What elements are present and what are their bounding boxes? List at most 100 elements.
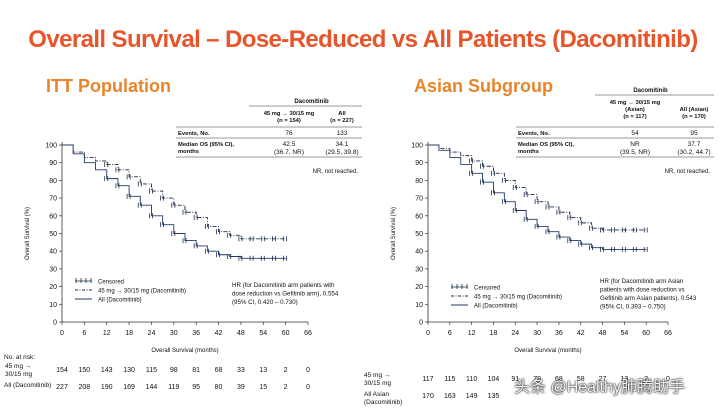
asian-x-tick-label: 24 — [511, 330, 519, 337]
itt-y-tick-label: 20 — [49, 284, 57, 291]
asian-subtitle: Asian Subgroup — [414, 76, 553, 96]
asian-table-row2-label: Median OS (95% CI), — [518, 142, 574, 148]
asian-y-tick-label: 90 — [415, 160, 423, 167]
itt-risk-row2-value: 2 — [284, 384, 288, 391]
itt-hr-line: (95% CI, 0.420 – 0.730) — [232, 299, 298, 306]
itt-table-header: Dacomitinib — [294, 99, 329, 105]
asian-table-row2-col2: 37.7 — [688, 141, 701, 148]
asian-hr-line: HR (for Dacomitinib arm Asian — [600, 278, 684, 285]
itt-risk-row1-value: 154 — [56, 367, 68, 374]
asian-risk-row1-value: 0 — [666, 376, 670, 383]
itt-risk-row2-value: 144 — [146, 384, 158, 391]
itt-table-footnote: NR, not reached. — [313, 169, 359, 175]
asian-y-tick-label: 30 — [415, 266, 423, 273]
itt-y-tick-label: 0 — [53, 320, 57, 327]
itt-y-axis-label: Overall Survival (%) — [25, 207, 31, 260]
asian-risk-row1-value: 110 — [466, 376, 477, 383]
itt-table-col1-head: (n = 154) — [277, 118, 301, 124]
itt-table-row2-label: Median OS (95% CI), — [178, 142, 234, 148]
itt-risk-row1-value: 81 — [192, 367, 200, 374]
itt-table-row2-label: months — [178, 149, 199, 155]
asian-table-col2-head: All (Asian) — [680, 107, 709, 113]
asian-y-tick-label: 40 — [415, 249, 423, 256]
itt-y-tick-label: 50 — [49, 231, 57, 238]
itt-table-col2-head: (n = 227) — [330, 118, 354, 124]
asian-x-tick-label: 48 — [599, 330, 607, 337]
asian-hr-line: (95% CI, 0.393 – 0.750) — [600, 304, 666, 311]
asian-risk-row1-value: 27 — [599, 376, 607, 383]
itt-x-tick-label: 42 — [215, 330, 223, 337]
asian-legend-all: All (Dacomitinib) — [474, 304, 518, 310]
asian-x-tick-label: 30 — [533, 330, 541, 337]
asian-y-tick-label: 20 — [415, 284, 423, 291]
itt-risk-header: No. at risk: — [4, 354, 35, 361]
asian-risk-row1-value: 58 — [577, 376, 585, 383]
itt-risk-row2-value: 15 — [259, 384, 267, 391]
itt-y-tick-label: 60 — [49, 213, 57, 220]
asian-risk-row1-value: 79 — [533, 376, 541, 383]
asian-hr-line: Gefitinib arm Asian patients), 0.543 — [600, 295, 697, 302]
itt-y-tick-label: 30 — [49, 266, 57, 273]
asian-x-tick-label: 36 — [555, 330, 563, 337]
itt-risk-row1-value: 130 — [123, 367, 135, 374]
asian-all-curve — [428, 144, 647, 250]
itt-table-row2-col2-ci: (29.5, 39.8) — [325, 149, 358, 156]
asian-table-row1-col1: 54 — [631, 130, 639, 137]
itt-x-tick-label: 48 — [237, 330, 245, 337]
itt-y-tick-label: 90 — [49, 160, 57, 167]
itt-risk-row1-value: 98 — [170, 367, 178, 374]
itt-table-row1-label: Events, No. — [178, 131, 210, 137]
itt-x-tick-label: 66 — [304, 330, 312, 337]
asian-table-row1-label: Events, No. — [518, 131, 550, 137]
itt-legend-censored: Censored — [98, 280, 124, 286]
itt-risk-row2-label: All (Dacomitinib) — [4, 382, 51, 389]
itt-table-col2-head: All — [338, 111, 346, 117]
asian-table-row2-col1: NR — [630, 141, 640, 148]
asian-y-tick-label: 10 — [415, 302, 423, 309]
itt-risk-row1-value: 2 — [284, 367, 288, 374]
itt-x-tick-label: 36 — [192, 330, 200, 337]
itt-x-tick-label: 6 — [82, 330, 86, 337]
itt-x-tick-label: 54 — [259, 330, 267, 337]
asian-y-axis-label: Overall Survival (%) — [391, 207, 397, 260]
itt-y-tick-label: 70 — [49, 196, 57, 203]
itt-risk-row1-label: 30/15 mg — [5, 371, 32, 378]
asian-table-col1-head: (Asian) — [625, 107, 645, 113]
itt-x-tick-label: 0 — [60, 330, 64, 337]
asian-risk-row2-value: 163 — [444, 393, 456, 400]
asian-risk-row1-label: 45 mg → — [364, 372, 390, 379]
page-title: Overall Survival – Dose-Reduced vs All P… — [28, 26, 698, 53]
asian-risk-row1-value: 115 — [444, 376, 455, 383]
asian-table-col1-head: 45 mg → 30/15 mg — [610, 100, 661, 106]
asian-table-header: Dacomitinib — [633, 88, 668, 94]
itt-x-tick-label: 30 — [170, 330, 178, 337]
itt-risk-row1-value: 143 — [101, 367, 113, 374]
itt-table-row2-col1: 42.5 — [283, 141, 296, 148]
asian-y-tick-label: 70 — [415, 196, 423, 203]
itt-risk-row1-value: 0 — [306, 367, 310, 374]
itt-risk-row2-value: 0 — [306, 384, 310, 391]
itt-risk-row1-value: 115 — [146, 367, 157, 374]
itt-dose-reduced-curve — [62, 144, 286, 240]
asian-risk-row1-label: 30/15 mg — [364, 380, 391, 387]
asian-x-tick-label: 6 — [448, 330, 452, 337]
asian-risk-row1-value: 13 — [620, 376, 628, 383]
asian-y-tick-label: 100 — [411, 143, 423, 150]
itt-hr-line: dose reduction vs Gefitinib arm), 0.554 — [232, 291, 339, 298]
asian-x-tick-label: 12 — [468, 330, 476, 337]
asian-risk-row2-label: (Dacomitinib) — [364, 399, 402, 406]
itt-risk-row1-value: 150 — [79, 367, 91, 374]
asian-x-tick-label: 60 — [642, 330, 650, 337]
itt-risk-row2-value: 169 — [123, 384, 135, 391]
itt-risk-row1-value: 33 — [237, 367, 245, 374]
asian-x-tick-label: 0 — [426, 330, 430, 337]
asian-risk-row2-value: 149 — [466, 393, 478, 400]
asian-x-tick-label: 54 — [620, 330, 628, 337]
asian-table-row2-col2-ci: (30.2, 44.7) — [677, 149, 710, 156]
asian-x-tick-label: 66 — [664, 330, 672, 337]
itt-legend-all: All (Dacomitinib) — [98, 298, 142, 304]
asian-x-axis-label: Overall Survival (months) — [514, 348, 581, 354]
asian-table-row2-col1-ci: (39.5, NR) — [620, 149, 650, 156]
asian-risk-row1-value: 68 — [555, 376, 563, 383]
asian-risk-row1-value: 91 — [511, 376, 519, 383]
